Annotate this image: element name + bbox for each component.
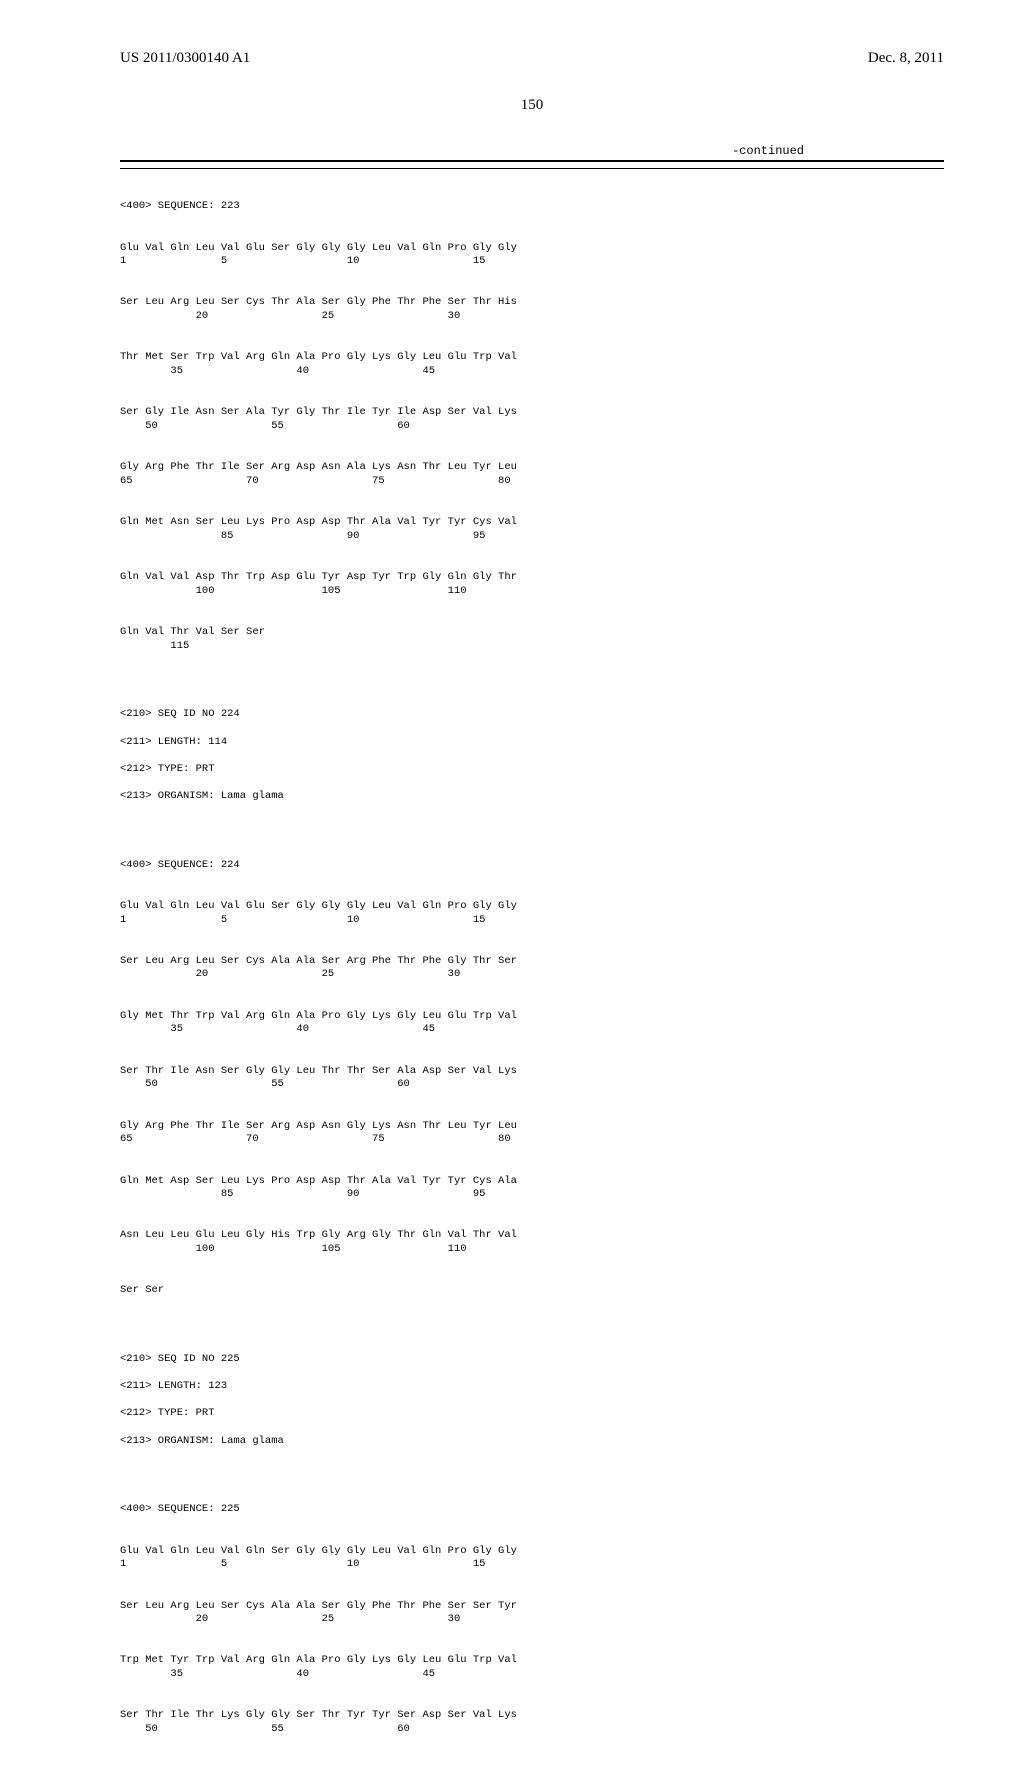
seq-row-num: 100 105 110 [120, 585, 467, 597]
page-number: 150 [120, 97, 944, 114]
seq-row-num: 85 90 95 [120, 530, 485, 542]
continued-label: -continued [120, 144, 804, 158]
seq-row: Ser Leu Arg Leu Ser Cys Ala Ala Ser Gly … [120, 1600, 517, 1612]
seq-row-num: 1 5 10 15 [120, 255, 485, 267]
seq-row-num: 1 5 10 15 [120, 1558, 485, 1570]
seq-row: Gly Met Thr Trp Val Arg Gln Ala Pro Gly … [120, 1010, 517, 1022]
sequence-listing: <400> SEQUENCE: 223 Glu Val Gln Leu Val … [120, 173, 944, 1778]
rule-top-thick [120, 160, 944, 162]
seq-row: Gly Arg Phe Thr Ile Ser Arg Asp Asn Ala … [120, 461, 517, 473]
seq-meta: <210> SEQ ID NO 224 [120, 708, 944, 722]
seq-row-num: 65 70 75 80 [120, 1133, 511, 1145]
seq-meta: <213> ORGANISM: Lama glama [120, 1435, 944, 1449]
seq-row-num: 35 40 45 [120, 1023, 435, 1035]
page-header: US 2011/0300140 A1 Dec. 8, 2011 [120, 50, 944, 67]
seq-meta: <212> TYPE: PRT [120, 1407, 944, 1421]
seq-225-header: <400> SEQUENCE: 225 [120, 1503, 240, 1515]
pub-date: Dec. 8, 2011 [868, 50, 944, 67]
seq-row: Trp Met Tyr Trp Val Arg Gln Ala Pro Gly … [120, 1654, 517, 1666]
seq-row: Gln Met Asp Ser Leu Lys Pro Asp Asp Thr … [120, 1175, 517, 1187]
seq-row: Gly Arg Phe Thr Ile Ser Arg Asp Asn Gly … [120, 1120, 517, 1132]
seq-row: Glu Val Gln Leu Val Glu Ser Gly Gly Gly … [120, 900, 517, 912]
seq-row: Ser Thr Ile Thr Lys Gly Gly Ser Thr Tyr … [120, 1709, 517, 1721]
seq-row: Ser Leu Arg Leu Ser Cys Ala Ala Ser Arg … [120, 955, 517, 967]
seq-row-num: 65 70 75 80 [120, 475, 511, 487]
seq-row-num: 20 25 30 [120, 1613, 460, 1625]
seq-row: Ser Thr Ile Asn Ser Gly Gly Leu Thr Thr … [120, 1065, 517, 1077]
seq-223-header: <400> SEQUENCE: 223 [120, 200, 240, 212]
seq-row-num: 20 25 30 [120, 310, 460, 322]
seq-row: Asn Leu Leu Glu Leu Gly His Trp Gly Arg … [120, 1229, 517, 1241]
seq-row: Gln Val Val Asp Thr Trp Asp Glu Tyr Asp … [120, 571, 517, 583]
seq-row-num: 1 5 10 15 [120, 914, 485, 926]
seq-224-header: <400> SEQUENCE: 224 [120, 859, 240, 871]
seq-row: Gln Met Asn Ser Leu Lys Pro Asp Asp Thr … [120, 516, 517, 528]
seq-row: Gln Val Thr Val Ser Ser [120, 626, 265, 638]
seq-row: Ser Ser [120, 1284, 164, 1296]
seq-row: Glu Val Gln Leu Val Gln Ser Gly Gly Gly … [120, 1545, 517, 1557]
seq-meta: <210> SEQ ID NO 225 [120, 1353, 944, 1367]
seq-row: Ser Gly Ile Asn Ser Ala Tyr Gly Thr Ile … [120, 406, 517, 418]
seq-row: Ser Leu Arg Leu Ser Cys Thr Ala Ser Gly … [120, 296, 517, 308]
seq-row-num: 20 25 30 [120, 968, 460, 980]
seq-row-num: 115 [120, 640, 189, 652]
seq-row-num: 50 55 60 [120, 1078, 410, 1090]
seq-row-num: 35 40 45 [120, 365, 435, 377]
seq-meta: <211> LENGTH: 114 [120, 736, 944, 750]
seq-row-num: 50 55 60 [120, 420, 410, 432]
seq-meta: <213> ORGANISM: Lama glama [120, 790, 944, 804]
seq-row-num: 35 40 45 [120, 1668, 435, 1680]
seq-row-num: 50 55 60 [120, 1723, 410, 1735]
rule-top-thin [120, 168, 944, 169]
seq-row: Thr Met Ser Trp Val Arg Gln Ala Pro Gly … [120, 351, 517, 363]
seq-meta: <212> TYPE: PRT [120, 763, 944, 777]
seq-row-num: 100 105 110 [120, 1243, 467, 1255]
seq-row-num: 85 90 95 [120, 1188, 485, 1200]
pub-number: US 2011/0300140 A1 [120, 50, 250, 67]
page-container: US 2011/0300140 A1 Dec. 8, 2011 150 -con… [0, 0, 1024, 1320]
seq-row: Glu Val Gln Leu Val Glu Ser Gly Gly Gly … [120, 242, 517, 254]
seq-meta: <211> LENGTH: 123 [120, 1380, 944, 1394]
